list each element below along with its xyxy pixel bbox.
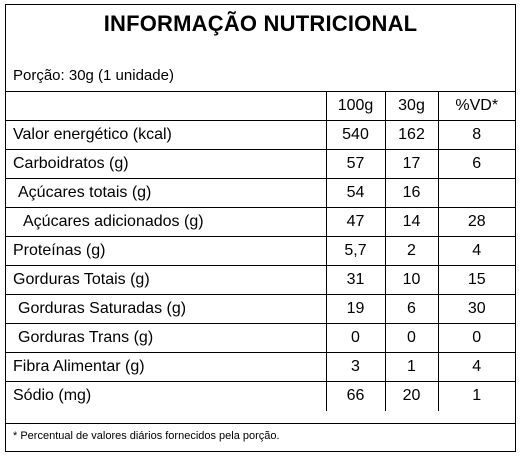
table-header-row: 100g 30g %VD* xyxy=(6,91,515,121)
value-vd: 30 xyxy=(437,294,515,324)
value-vd: 28 xyxy=(437,207,515,237)
value-100g: 57 xyxy=(325,149,385,179)
row-label: Açúcares adicionados (g) xyxy=(6,207,326,237)
value-100g: 66 xyxy=(325,381,385,411)
table-row: Gorduras Totais (g) 31 10 15 xyxy=(6,265,515,295)
value-vd xyxy=(437,178,515,208)
header-blank-cell xyxy=(6,91,326,121)
value-30g: 20 xyxy=(384,381,438,411)
nutrition-facts-panel: INFORMAÇÃO NUTRICIONAL Porção: 30g (1 un… xyxy=(5,4,516,452)
row-label: Carboidratos (g) xyxy=(6,149,326,179)
value-100g: 0 xyxy=(325,323,385,353)
row-label: Gorduras Totais (g) xyxy=(6,265,326,295)
value-30g: 2 xyxy=(384,236,438,266)
value-vd: 4 xyxy=(437,352,515,382)
value-100g: 31 xyxy=(325,265,385,295)
row-label: Proteínas (g) xyxy=(6,236,326,266)
value-vd: 4 xyxy=(437,236,515,266)
table-row: Sódio (mg) 66 20 1 xyxy=(6,381,515,411)
value-100g: 540 xyxy=(325,120,385,150)
value-30g: 1 xyxy=(384,352,438,382)
value-vd: 0 xyxy=(437,323,515,353)
table-row: Carboidratos (g) 57 17 6 xyxy=(6,149,515,179)
header-30g: 30g xyxy=(384,91,438,121)
value-30g: 6 xyxy=(384,294,438,324)
table-row: Proteínas (g) 5,7 2 4 xyxy=(6,236,515,266)
table-row: Açúcares adicionados (g) 47 14 28 xyxy=(6,207,515,237)
table-row: Valor energético (kcal) 540 162 8 xyxy=(6,120,515,150)
header-100g: 100g xyxy=(325,91,385,121)
value-30g: 0 xyxy=(384,323,438,353)
value-vd: 8 xyxy=(437,120,515,150)
footnote: * Percentual de valores diários fornecid… xyxy=(13,430,280,442)
value-vd: 1 xyxy=(437,381,515,411)
footnote-divider xyxy=(6,423,515,424)
value-30g: 16 xyxy=(384,178,438,208)
nutrition-table: 100g 30g %VD* Valor energético (kcal) 54… xyxy=(6,91,515,411)
row-label: Açúcares totais (g) xyxy=(6,178,326,208)
table-row: Fibra Alimentar (g) 3 1 4 xyxy=(6,352,515,382)
row-label: Valor energético (kcal) xyxy=(6,120,326,150)
value-100g: 19 xyxy=(325,294,385,324)
value-vd: 15 xyxy=(437,265,515,295)
value-30g: 17 xyxy=(384,149,438,179)
row-label: Sódio (mg) xyxy=(6,381,326,411)
value-100g: 47 xyxy=(325,207,385,237)
table-row: Gorduras Trans (g) 0 0 0 xyxy=(6,323,515,353)
table-row: Açúcares totais (g) 54 16 xyxy=(6,178,515,208)
row-label: Fibra Alimentar (g) xyxy=(6,352,326,382)
portion-size: Porção: 30g (1 unidade) xyxy=(13,67,174,84)
value-100g: 3 xyxy=(325,352,385,382)
panel-title: INFORMAÇÃO NUTRICIONAL xyxy=(103,11,418,36)
value-100g: 54 xyxy=(325,178,385,208)
value-30g: 10 xyxy=(384,265,438,295)
value-30g: 14 xyxy=(384,207,438,237)
row-label: Gorduras Trans (g) xyxy=(6,323,326,353)
row-label: Gorduras Saturadas (g) xyxy=(6,294,326,324)
value-vd: 6 xyxy=(437,149,515,179)
table-row: Gorduras Saturadas (g) 19 6 30 xyxy=(6,294,515,324)
value-100g: 5,7 xyxy=(325,236,385,266)
value-30g: 162 xyxy=(384,120,438,150)
header-vd: %VD* xyxy=(437,91,515,121)
